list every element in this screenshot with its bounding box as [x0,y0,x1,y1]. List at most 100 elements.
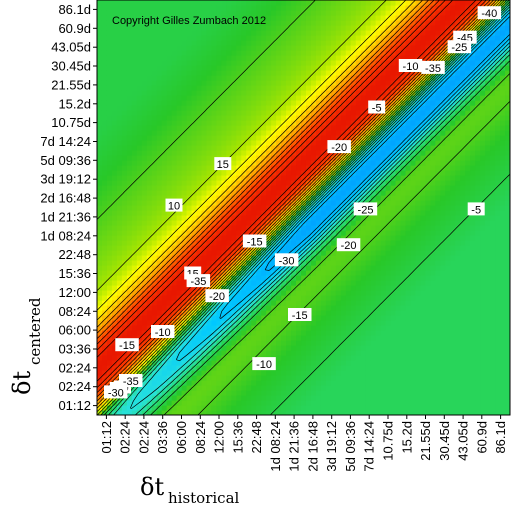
heat-cell [291,215,297,221]
heat-cell [276,70,282,76]
heat-cell [131,120,138,126]
heat-cell [340,110,347,116]
heat-cell [136,135,143,141]
heat-cell [121,200,128,206]
heat-cell [246,5,252,11]
heat-cell [325,175,332,181]
heat-cell [350,355,357,361]
heat-cell [176,135,183,141]
heat-cell [266,185,272,191]
heat-cell [246,105,252,111]
heat-cell [315,305,322,311]
heat-cell [226,75,232,81]
heat-cell [156,165,163,171]
heat-cell [310,265,317,271]
heat-cell [181,390,188,396]
heat-cell [375,235,382,241]
heat-cell [335,400,342,406]
heat-cell [166,380,173,386]
heat-cell [156,135,163,141]
heat-cell [390,360,397,366]
heat-cell [206,240,213,246]
heat-cell [296,35,302,41]
heat-cell [231,0,237,6]
heat-cell [221,125,227,131]
heat-cell [330,225,337,231]
heat-cell [380,270,387,276]
heat-cell [191,70,198,76]
heat-cell [315,380,322,386]
heat-cell [97,275,103,281]
heat-cell [106,320,113,326]
heat-cell [211,355,218,361]
heat-cell [151,15,158,21]
heat-cell [181,355,188,361]
heat-cell [261,220,267,226]
heat-cell [186,370,193,376]
heat-cell [216,115,222,121]
heat-cell [390,225,397,231]
heat-cell [380,295,387,301]
heat-cell [360,170,367,176]
heat-cell [211,270,218,276]
heat-cell [266,405,272,411]
heat-cell [375,20,382,26]
heat-cell [121,45,128,51]
heat-cell [176,140,183,146]
heat-cell [191,230,198,236]
heat-cell [111,170,118,176]
heat-cell [261,45,267,51]
heat-cell [161,230,168,236]
heat-cell [221,255,227,261]
heat-cell [385,195,392,201]
heat-cell [390,195,397,201]
heat-cell [121,265,128,271]
heat-cell [146,190,153,196]
heat-cell [241,0,247,6]
heat-cell [301,410,307,415]
heat-cell [296,285,302,291]
heat-cell [131,130,138,136]
heat-cell [276,55,282,61]
heat-cell [345,105,352,111]
heat-cell [315,50,322,56]
heat-cell [241,215,247,221]
heat-cell [201,20,208,26]
heat-cell [146,350,153,356]
heat-cell [291,385,297,391]
heat-cell [146,100,153,106]
heat-cell [296,210,302,216]
heat-cell [390,240,397,246]
heat-cell [286,400,292,406]
heat-cell [161,310,168,316]
heat-cell [301,75,307,81]
heat-cell [305,375,312,381]
heat-cell [231,335,237,341]
heat-cell [106,375,113,381]
heat-cell [390,410,397,415]
heat-cell [340,190,347,196]
heat-cell [97,350,103,356]
heat-cell [161,410,168,415]
heat-cell [151,285,158,291]
heat-cell [166,0,173,6]
heat-cell [325,345,332,351]
heat-cell [126,45,133,51]
heat-cell [390,275,397,281]
heat-cell [156,240,163,246]
heat-cell [101,375,108,381]
heat-cell [340,390,347,396]
heat-cell [325,50,332,56]
heat-cell [191,180,198,186]
heat-cell [236,330,242,336]
heat-cell [236,90,242,96]
heat-cell [301,20,307,26]
heat-cell [116,355,123,361]
heat-cell [335,205,342,211]
heat-cell [141,45,148,51]
heat-cell [176,5,183,11]
heat-cell [320,210,327,216]
heat-cell [271,380,277,386]
heat-cell [106,155,113,161]
